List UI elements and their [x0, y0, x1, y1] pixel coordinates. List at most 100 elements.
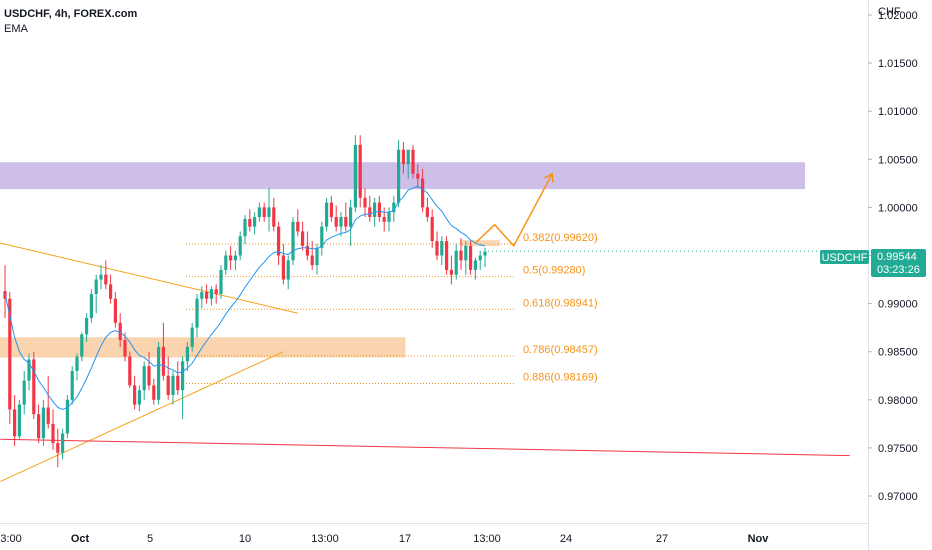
candle — [147, 351, 151, 391]
candle — [224, 250, 228, 275]
time-tick-label: 13:00 — [0, 533, 22, 545]
trendlines — [0, 242, 850, 483]
candle-body — [425, 207, 429, 218]
price-tick-label: 1.01500 — [878, 58, 918, 70]
candle-body — [89, 293, 93, 319]
candle — [301, 221, 305, 251]
candle — [262, 202, 266, 222]
candle — [281, 243, 285, 285]
candle-body — [238, 236, 242, 256]
candle-body — [339, 217, 343, 227]
candle — [483, 247, 487, 268]
candle — [70, 366, 74, 405]
time-tick-label: 10 — [239, 533, 251, 545]
candle-body — [464, 245, 468, 261]
candle-body — [70, 370, 74, 400]
candle — [46, 375, 50, 429]
candle-body — [296, 221, 300, 232]
time-tick-label: 27 — [656, 533, 668, 545]
candle — [166, 356, 170, 400]
candle-body — [325, 202, 329, 227]
candle-body — [152, 385, 156, 400]
indicator-label-ema[interactable]: EMA — [4, 23, 29, 35]
candle — [176, 361, 180, 395]
candle — [128, 351, 132, 389]
candle-body — [305, 245, 309, 256]
currency-label: CHF — [878, 6, 901, 18]
projection-path[interactable] — [474, 173, 553, 248]
time-tick-label: 17 — [399, 533, 411, 545]
ascending-trendline[interactable] — [0, 351, 284, 483]
candle-body — [277, 226, 281, 256]
candle — [209, 286, 213, 306]
candle-body — [435, 241, 439, 256]
candle — [41, 399, 45, 446]
price-tag — [871, 249, 926, 277]
candle-body — [209, 289, 213, 299]
time-tick-label: 5 — [147, 533, 153, 545]
candle-body — [137, 390, 141, 405]
resistance-zone[interactable] — [0, 162, 805, 190]
price-tick-label: 1.00000 — [878, 202, 918, 214]
candle — [305, 231, 309, 261]
candle — [286, 255, 290, 290]
candle — [118, 313, 122, 347]
candle — [296, 209, 300, 237]
candle — [449, 255, 453, 285]
candle-body — [334, 217, 338, 227]
candle — [171, 370, 175, 405]
candle — [214, 284, 218, 304]
symbol-tag-label: USDCHF — [822, 252, 868, 264]
candle — [334, 205, 338, 232]
candle — [478, 250, 482, 270]
candle-body — [166, 375, 170, 395]
time-axis[interactable]: 13:00 Oct 5 10 13:00 17 13:00 24 27 Nov — [0, 533, 769, 545]
candle-body — [368, 207, 372, 218]
candle — [382, 207, 386, 232]
candle — [17, 399, 21, 441]
projection-arrowhead — [544, 172, 554, 183]
candle — [157, 342, 161, 405]
candle — [469, 241, 473, 275]
candle — [219, 265, 223, 299]
candle — [161, 322, 165, 381]
candle — [401, 141, 405, 174]
candle-body — [85, 318, 89, 335]
candle-body — [320, 226, 324, 248]
candle-body — [37, 414, 41, 439]
candle-body — [440, 241, 444, 256]
candle-body — [401, 149, 405, 165]
candle — [344, 202, 348, 232]
candle — [123, 332, 127, 362]
candle-body — [171, 375, 175, 395]
candle-body — [61, 433, 65, 453]
fib-level-label: 0.5(0.99280) — [523, 265, 585, 277]
candle — [80, 332, 84, 362]
price-tick-label: 0.97000 — [878, 491, 918, 503]
candle-body — [233, 255, 237, 261]
candle-body — [118, 322, 122, 341]
candle — [27, 353, 31, 391]
candle-body — [46, 407, 50, 424]
support-line[interactable] — [0, 438, 850, 457]
candle — [397, 140, 401, 208]
candle — [425, 197, 429, 222]
candle — [387, 207, 391, 232]
candle-body — [27, 359, 31, 381]
candle-body — [22, 380, 26, 405]
candle — [243, 215, 247, 244]
candle-body — [454, 250, 458, 275]
candle-body — [449, 269, 453, 275]
candle-body — [373, 202, 377, 218]
candle — [56, 428, 60, 468]
price-tick-label: 0.97500 — [878, 443, 918, 455]
candle-body — [13, 409, 17, 437]
candle-body — [286, 260, 290, 280]
candle — [104, 260, 108, 290]
time-tick-label: 13:00 — [311, 533, 339, 545]
candle-body — [397, 149, 401, 203]
candle — [65, 394, 69, 439]
candle-body — [229, 255, 233, 261]
descending-trendline[interactable] — [0, 242, 298, 314]
